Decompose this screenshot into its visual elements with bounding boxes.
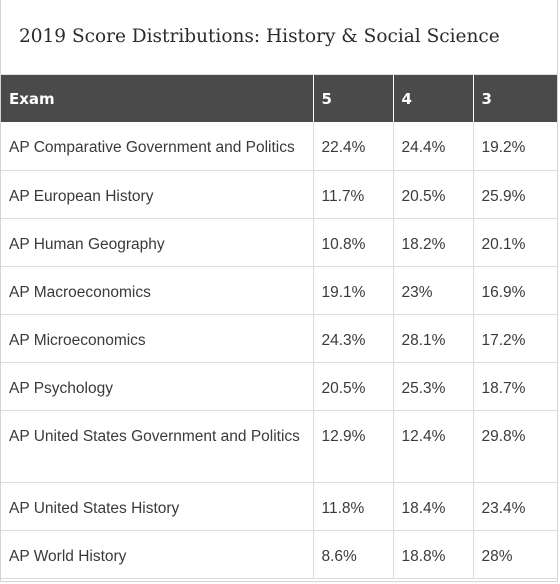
score-5-cell: 8.6% (313, 530, 394, 579)
table-row: AP Psychology 20.5% 25.3% 18.7% (1, 362, 557, 411)
score-4-cell: 18.2% (393, 218, 474, 267)
score-5-cell: 19.1% (313, 266, 394, 315)
score-3-cell: 23.4% (473, 482, 557, 531)
score-5-cell: 10.8% (313, 218, 394, 267)
table-row: AP European History 11.7% 20.5% 25.9% (1, 170, 557, 219)
exam-cell: AP Psychology (1, 362, 314, 411)
exam-cell: AP Comparative Government and Politics (1, 122, 314, 171)
score-3-cell: 16.9% (473, 266, 557, 315)
header-score-3: 3 (473, 75, 557, 122)
header-score-5: 5 (313, 75, 394, 122)
score-table: Exam 5 4 3 AP Comparative Government and… (1, 75, 557, 579)
score-4-cell: 28.1% (393, 314, 474, 363)
score-3-cell: 18.7% (473, 362, 557, 411)
table-title: 2019 Score Distributions: History & Soci… (1, 0, 557, 75)
score-5-cell: 12.9% (313, 410, 394, 483)
table-row: AP United States Government and Politics… (1, 410, 557, 483)
score-3-cell: 29.8% (473, 410, 557, 483)
score-3-cell: 19.2% (473, 122, 557, 171)
header-exam: Exam (1, 75, 314, 122)
score-4-cell: 20.5% (393, 170, 474, 219)
table-row: AP Macroeconomics 19.1% 23% 16.9% (1, 266, 557, 315)
table-row: AP United States History 11.8% 18.4% 23.… (1, 482, 557, 531)
score-4-cell: 18.8% (393, 530, 474, 579)
exam-cell: AP Microeconomics (1, 314, 314, 363)
score-5-cell: 22.4% (313, 122, 394, 171)
exam-cell: AP Macroeconomics (1, 266, 314, 315)
table-row: AP World History 8.6% 18.8% 28% (1, 530, 557, 579)
score-4-cell: 23% (393, 266, 474, 315)
header-row: Exam 5 4 3 (1, 75, 557, 122)
table-row: AP Microeconomics 24.3% 28.1% 17.2% (1, 314, 557, 363)
score-4-cell: 18.4% (393, 482, 474, 531)
table-row: AP Human Geography 10.8% 18.2% 20.1% (1, 218, 557, 267)
header-score-4: 4 (393, 75, 474, 122)
exam-cell: AP European History (1, 170, 314, 219)
score-5-cell: 11.8% (313, 482, 394, 531)
score-4-cell: 25.3% (393, 362, 474, 411)
score-3-cell: 28% (473, 530, 557, 579)
score-4-cell: 24.4% (393, 122, 474, 171)
score-3-cell: 17.2% (473, 314, 557, 363)
exam-cell: AP Human Geography (1, 218, 314, 267)
exam-cell: AP United States History (1, 482, 314, 531)
score-4-cell: 12.4% (393, 410, 474, 483)
score-5-cell: 11.7% (313, 170, 394, 219)
exam-cell: AP United States Government and Politics (1, 410, 314, 483)
exam-cell: AP World History (1, 530, 314, 579)
table-row: AP Comparative Government and Politics 2… (1, 122, 557, 171)
score-3-cell: 25.9% (473, 170, 557, 219)
score-5-cell: 20.5% (313, 362, 394, 411)
score-3-cell: 20.1% (473, 218, 557, 267)
score-5-cell: 24.3% (313, 314, 394, 363)
